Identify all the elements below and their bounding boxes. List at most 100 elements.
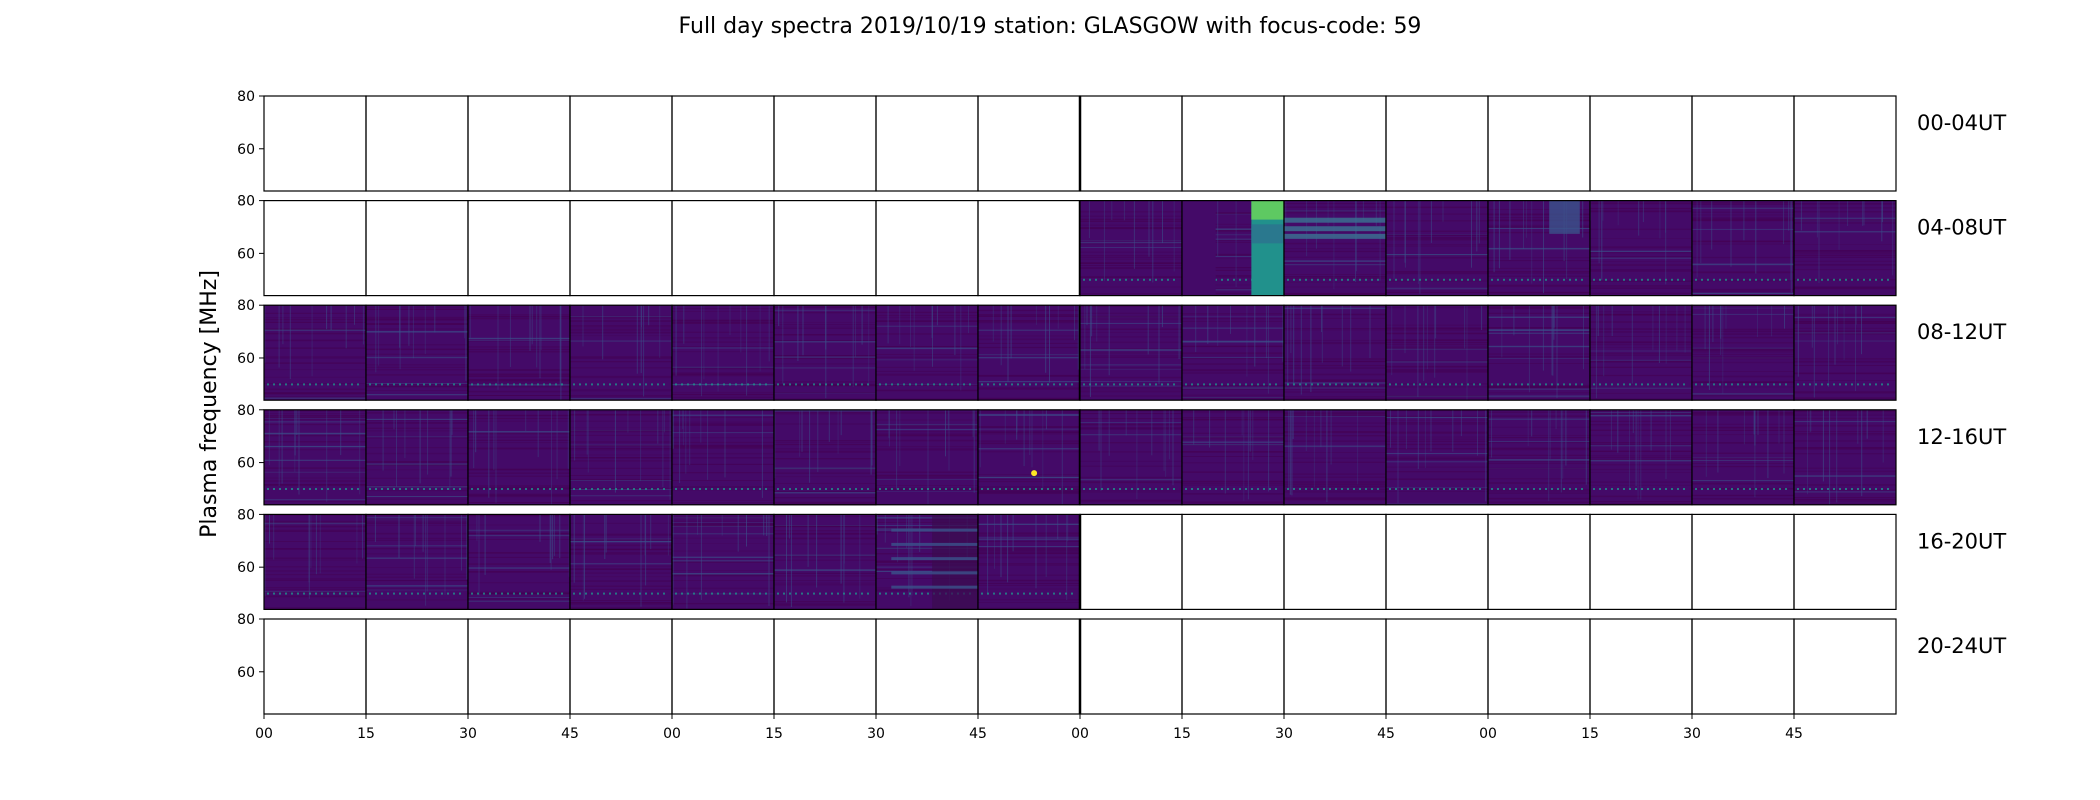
- spectrum-dot: [1821, 488, 1823, 490]
- spectrum-noise-band: [1080, 352, 1182, 354]
- spectrum-noise-band: [1692, 342, 1794, 344]
- spectrum-noise-band: [876, 391, 978, 393]
- spectrum-flicker: [1863, 200, 1865, 226]
- spectrum-noise-band: [366, 306, 468, 308]
- spectrum-flicker: [1012, 514, 1014, 552]
- spectrum-flicker: [1035, 305, 1037, 325]
- spectrum-dot: [1323, 488, 1325, 490]
- spectrum-noise-band: [570, 434, 672, 436]
- spectrum-dot: [849, 383, 851, 386]
- spectrum-dot: [1377, 488, 1379, 490]
- spectrum-noise-band: [1386, 369, 1488, 370]
- spectrum-flicker: [1822, 409, 1824, 482]
- spectrum-dot: [381, 592, 383, 595]
- spectrum-noise-band: [1080, 422, 1182, 423]
- spectrum-dot: [1539, 278, 1541, 281]
- spectrum-noise-band: [366, 319, 468, 321]
- spectrum-noise-band: [1080, 243, 1182, 245]
- spectrum-noise-band: [1080, 479, 1182, 481]
- spectrum-noise-band: [468, 414, 570, 416]
- spectrum-dot: [957, 488, 959, 490]
- spectrum-dot: [1059, 383, 1061, 386]
- spectrum-dot: [837, 592, 839, 595]
- spectrum-flicker: [1423, 305, 1425, 382]
- spectrum-noise-band: [1590, 413, 1692, 415]
- spectrum-noise-band: [1284, 398, 1386, 400]
- spectrum-flicker: [899, 305, 901, 345]
- spectrum-flicker: [766, 514, 768, 536]
- spectrum-noise-band: [1080, 276, 1182, 278]
- spectrum-noise-band: [978, 478, 1080, 480]
- spectrum-noise-band: [468, 395, 570, 396]
- spectrum-dot: [1017, 488, 1019, 490]
- spectrum-dot: [429, 488, 431, 490]
- spectrum-dot: [1497, 488, 1499, 490]
- spectrum-flicker: [614, 409, 616, 493]
- spectrum-noise-band: [876, 389, 978, 391]
- spectrum-flicker: [1091, 305, 1093, 337]
- spectrum-noise-band: [366, 518, 468, 520]
- spectrum-noise-band: [774, 356, 876, 358]
- spectrum-dot: [843, 592, 845, 595]
- spectrum-noise-band: [366, 580, 468, 581]
- spectrum-noise-band: [774, 321, 876, 323]
- spectrum-dot: [1089, 383, 1091, 386]
- spectrum-dot: [1581, 383, 1583, 386]
- spectrum-noise-band: [1692, 413, 1794, 415]
- spectrum-noise-band: [978, 588, 1080, 590]
- spectrum-noise-band: [366, 356, 468, 359]
- spectrum-dot: [393, 592, 395, 595]
- spectrum-dot: [1035, 383, 1037, 386]
- spectrum-noise-band: [1488, 397, 1590, 399]
- spectrum-noise-band: [876, 419, 978, 421]
- spectrum-flicker: [960, 305, 962, 391]
- spectrum-noise-band: [1488, 388, 1590, 390]
- spectrum-noise-band: [1590, 350, 1692, 352]
- spectrum-dot: [885, 383, 887, 386]
- spectrum-flicker: [354, 305, 355, 325]
- spectrum-flicker: [664, 409, 665, 433]
- spectrum-dot: [1731, 278, 1733, 281]
- spectrum-noise-band: [264, 566, 366, 568]
- spectrum-dot: [1785, 383, 1787, 386]
- spectrum-dot: [1557, 278, 1559, 281]
- spectrum-dot: [639, 488, 641, 490]
- spectrum-noise-band: [672, 423, 774, 425]
- spectrum-noise-band: [264, 596, 366, 598]
- spectrum-flicker: [1173, 200, 1175, 272]
- spectrum-flicker: [919, 514, 921, 552]
- spectrum-noise-band: [366, 427, 468, 429]
- spectrum-flicker: [1254, 305, 1256, 367]
- spectrum-noise-band: [570, 457, 672, 459]
- spectrum-dot: [1341, 488, 1343, 490]
- spectrum-noise-band: [1182, 441, 1284, 443]
- spectrum-dot: [1683, 383, 1685, 386]
- spectrum-noise-band: [978, 492, 1080, 495]
- spectrum-dot: [1605, 278, 1607, 281]
- spectrum-noise-band: [1182, 289, 1284, 291]
- spectrum-dot: [1599, 278, 1601, 281]
- spectrum-flicker: [1553, 305, 1555, 328]
- spectrum-noise-band: [570, 563, 672, 565]
- spectrum-panel-fill: [1488, 409, 1590, 505]
- spectrum-dot: [801, 383, 803, 386]
- spectrum-dot: [915, 592, 917, 595]
- spectrum-dot: [855, 383, 857, 386]
- spectrum-noise-band: [1590, 280, 1692, 282]
- spectrum-dot: [657, 592, 659, 595]
- spectrum-flicker: [657, 409, 659, 444]
- spectrum-panel: [1793, 95, 1897, 192]
- spectrum-panel-fill: [1386, 305, 1488, 401]
- spectrum-dot: [1629, 488, 1631, 490]
- spectrum-flicker: [876, 514, 878, 535]
- spectrum-noise-band: [1080, 428, 1182, 430]
- spectrum-noise-band: [1080, 240, 1182, 242]
- spectrum-flicker: [1790, 200, 1792, 293]
- spectrum-noise-band: [1692, 329, 1794, 331]
- spectrum-noise-band: [672, 543, 774, 544]
- spectrum-dot: [1047, 383, 1049, 386]
- spectrum-flicker: [1797, 305, 1799, 377]
- spectrum-noise-band: [672, 522, 774, 523]
- spectrum-noise-band: [468, 539, 570, 540]
- spectrum-dot: [1425, 278, 1427, 281]
